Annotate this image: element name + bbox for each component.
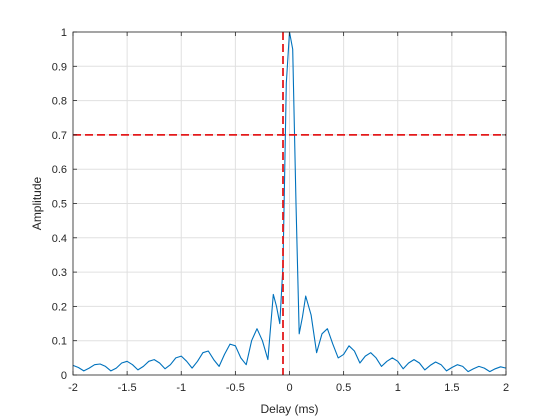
x-tick-label: 1.5: [444, 382, 459, 394]
axis-ticks: -2 -1.5 -1 -0.5 0 0.5 1 1.5 2 0 0.1 0.2 0.3 0.4 0.5 0.6…: [52, 27, 509, 394]
y-tick-label: 1: [61, 27, 67, 39]
x-tick-label: 0.5: [336, 382, 351, 394]
y-tick-label: 0.9: [52, 61, 67, 73]
x-tick-label: -1: [176, 382, 186, 394]
y-tick-label: 0.8: [52, 96, 67, 108]
y-tick-label: 0.2: [52, 301, 67, 313]
y-tick-label: 0.7: [52, 130, 67, 142]
y-tick-label: 0.4: [52, 233, 67, 245]
y-axis-label: Amplitude: [30, 177, 44, 231]
x-tick-label: 1: [395, 382, 401, 394]
reference-lines: [73, 32, 506, 375]
y-tick-label: 0: [61, 370, 67, 382]
y-tick-label: 0.3: [52, 267, 67, 279]
y-tick-label: 0.6: [52, 164, 67, 176]
y-tick-label: 0.5: [52, 199, 67, 211]
x-tick-label: 0: [286, 382, 292, 394]
y-tick-label: 0.1: [52, 336, 67, 348]
x-tick-label: -2: [68, 382, 78, 394]
x-tick-label: 2: [503, 382, 509, 394]
x-axis-label: Delay (ms): [260, 402, 318, 416]
x-tick-label: -0.5: [226, 382, 245, 394]
x-tick-label: -1.5: [118, 382, 137, 394]
